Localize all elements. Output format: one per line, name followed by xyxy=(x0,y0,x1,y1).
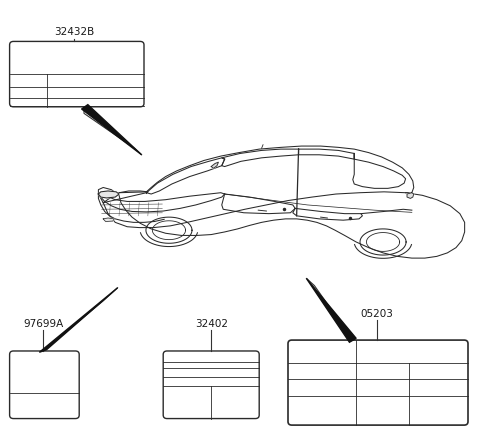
Text: 32402: 32402 xyxy=(195,319,228,329)
Polygon shape xyxy=(103,218,114,221)
Polygon shape xyxy=(98,191,119,198)
FancyBboxPatch shape xyxy=(10,351,79,419)
Polygon shape xyxy=(82,105,142,155)
FancyBboxPatch shape xyxy=(288,340,468,425)
FancyBboxPatch shape xyxy=(163,351,259,419)
Text: 97699A: 97699A xyxy=(23,319,63,329)
Polygon shape xyxy=(407,193,414,198)
Polygon shape xyxy=(39,288,118,352)
FancyBboxPatch shape xyxy=(10,41,144,107)
Text: 05203: 05203 xyxy=(360,309,393,319)
Polygon shape xyxy=(306,278,356,342)
Polygon shape xyxy=(211,162,218,168)
Text: 32432B: 32432B xyxy=(54,27,95,37)
